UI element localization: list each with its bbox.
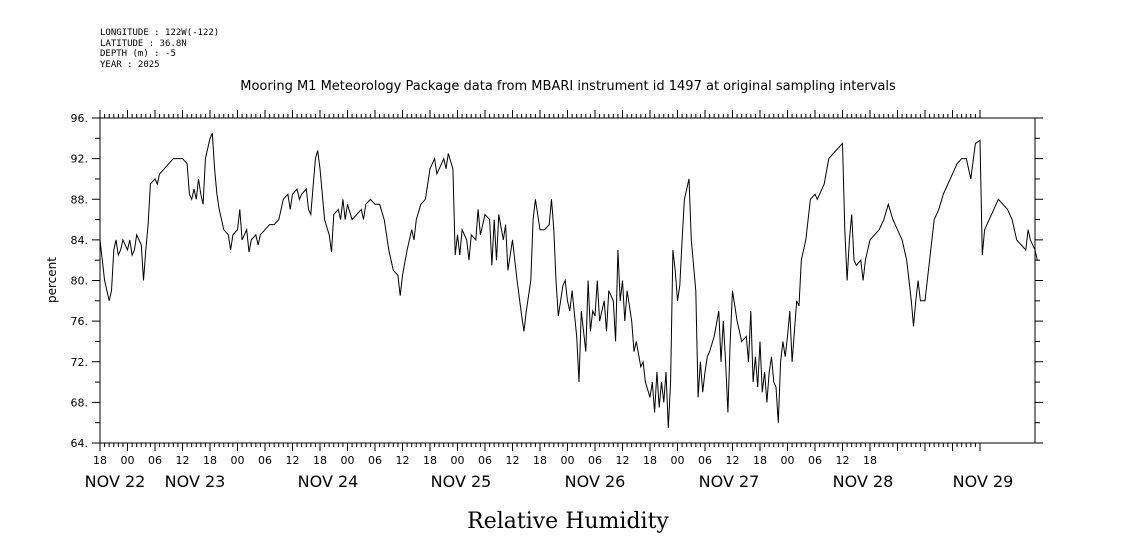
y-tick-label: 68.: [71, 396, 89, 409]
x-hour-label: 12: [616, 454, 630, 467]
x-hour-label: 00: [451, 454, 465, 467]
x-hour-label: 00: [671, 454, 685, 467]
x-hour-label: 06: [258, 454, 272, 467]
y-tick-label: 92.: [71, 153, 89, 166]
x-hour-label: 18: [643, 454, 657, 467]
chart-title: Mooring M1 Meteorology Package data from…: [240, 79, 896, 94]
x-hour-label: 00: [231, 454, 245, 467]
humidity-series-line: [99, 132, 1038, 428]
y-tick-label: 80.: [71, 275, 89, 288]
x-hour-label: 00: [561, 454, 575, 467]
x-hour-label: 18: [863, 454, 877, 467]
depth-text: DEPTH (m) : -5: [100, 49, 176, 59]
x-hour-label: 12: [176, 454, 190, 467]
longitude-text: LONGITUDE : 122W(-122): [100, 28, 219, 38]
x-hour-label: 00: [121, 454, 135, 467]
x-hour-label: 12: [286, 454, 300, 467]
x-hour-label: 18: [93, 454, 107, 467]
x-date-label: NOV 25: [431, 472, 492, 491]
x-date-label: NOV 26: [565, 472, 626, 491]
x-hour-label: 06: [698, 454, 712, 467]
x-date-label: NOV 29: [953, 472, 1014, 491]
x-hour-label: 06: [808, 454, 822, 467]
x-hour-label: 18: [423, 454, 437, 467]
x-hour-label: 00: [341, 454, 355, 467]
x-date-label: NOV 27: [699, 472, 760, 491]
x-date-label: NOV 28: [833, 472, 894, 491]
plot-frame: [99, 117, 1036, 444]
x-hour-label: 12: [836, 454, 850, 467]
x-date-label: NOV 24: [298, 472, 359, 491]
series-group: [99, 132, 1038, 428]
y-tick-label: 72.: [71, 356, 89, 369]
x-hour-label: 06: [588, 454, 602, 467]
x-hour-label: 06: [478, 454, 492, 467]
y-axis-label: percent: [45, 257, 59, 303]
latitude-text: LATITUDE : 36.8N: [100, 39, 187, 49]
x-hour-label: 12: [506, 454, 520, 467]
x-date-label: NOV 23: [165, 472, 226, 491]
x-date-label: NOV 22: [85, 472, 146, 491]
y-tick-label: 88.: [71, 193, 89, 206]
x-hour-label: 00: [781, 454, 795, 467]
y-tick-label: 64.: [71, 437, 89, 450]
y-tick-label: 96.: [71, 112, 89, 125]
x-hour-label: 06: [148, 454, 162, 467]
x-hour-label: 12: [726, 454, 740, 467]
x-hour-label: 18: [753, 454, 767, 467]
metadata-block: LONGITUDE : 122W(-122) LATITUDE : 36.8N …: [100, 28, 219, 70]
x-hour-label: 18: [533, 454, 547, 467]
y-axis: 64. 68. 72. 76. 80. 84. 88. 92. 96.: [71, 112, 1043, 450]
y-tick-label: 76.: [71, 315, 89, 328]
x-axis: 18 00 06 12 18 00 06 12 18 00 06 12 18 00 06 12 18 00 06 12…: [85, 110, 1014, 491]
x-hour-label: 12: [396, 454, 410, 467]
x-hour-label: 06: [368, 454, 382, 467]
x-hour-label: 18: [313, 454, 327, 467]
y-tick-label: 84.: [71, 234, 89, 247]
year-text: YEAR : 2025: [100, 60, 160, 70]
x-axis-label: Relative Humidity: [467, 509, 669, 534]
x-hour-label: 18: [203, 454, 217, 467]
